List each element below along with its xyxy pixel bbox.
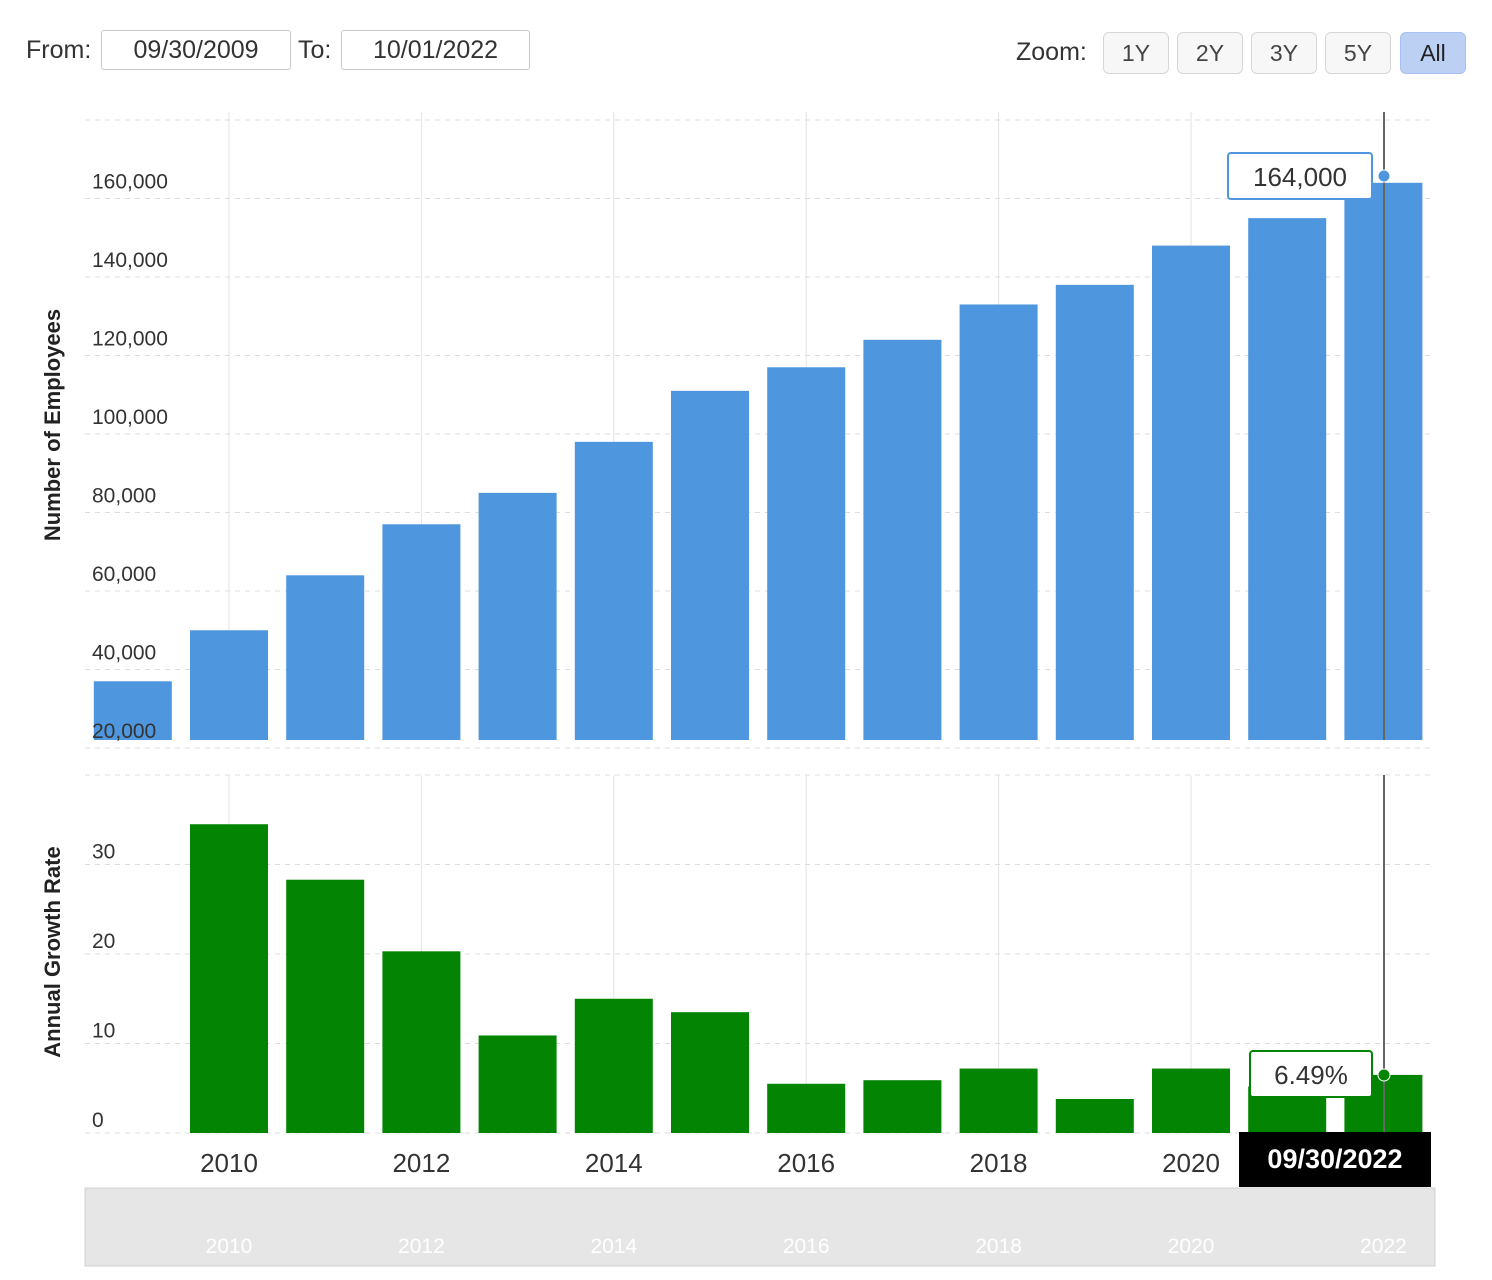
- growth-bar[interactable]: [190, 824, 268, 1133]
- employees-y-tick-label: 80,000: [92, 485, 156, 508]
- growth-marker: [1377, 1068, 1391, 1082]
- employees-y-ticks: 20,000 40,000 60,000 80,000 100,000 120,000 14…: [92, 171, 168, 744]
- navigator-track[interactable]: [84, 1187, 1436, 1267]
- employees-bar[interactable]: [671, 390, 749, 740]
- from-label: From:: [26, 36, 92, 64]
- x-axis-ticks: 2010 2012 2014 2016 2018 2020: [200, 1148, 1220, 1178]
- employees-bar[interactable]: [1152, 245, 1230, 740]
- to-date-input[interactable]: [341, 30, 530, 70]
- employees-bar[interactable]: [478, 492, 557, 740]
- x-tick-label: 2016: [777, 1148, 835, 1178]
- navigator-year-label: 2020: [1168, 1235, 1215, 1258]
- navigator-year-label: 2010: [206, 1235, 253, 1258]
- employees-bar[interactable]: [959, 304, 1038, 740]
- growth-tooltip: 6.49%: [1249, 1050, 1391, 1098]
- employees-y-tick-label: 100,000: [92, 406, 168, 429]
- zoom-label: Zoom:: [1016, 38, 1087, 66]
- employees-y-tick-label: 160,000: [92, 171, 168, 194]
- navigator-year-label: 2014: [590, 1235, 637, 1258]
- growth-y-axis-label: Annual Growth Rate: [40, 846, 65, 1057]
- from-date-input[interactable]: [101, 30, 291, 70]
- growth-y-tick-label: 30: [92, 841, 115, 864]
- navigator-labels: 2010 2012 2014 2016 2018 2020 2022: [206, 1235, 1407, 1258]
- x-tick-label: 2010: [200, 1148, 258, 1178]
- to-label: To:: [298, 36, 332, 64]
- employees-y-tick-label: 40,000: [92, 642, 156, 665]
- growth-bar[interactable]: [767, 1083, 846, 1133]
- zoom-3y-button[interactable]: 3Y: [1251, 32, 1317, 74]
- date-tooltip: 09/30/2022: [1239, 1132, 1431, 1187]
- growth-bar[interactable]: [671, 1012, 749, 1133]
- growth-y-tick-label: 0: [92, 1109, 104, 1132]
- zoom-all-button[interactable]: All: [1400, 32, 1466, 74]
- growth-chart: 0 10 20 30 Annual Growth Rate: [40, 774, 1430, 1134]
- growth-y-ticks: 0 10 20 30: [92, 841, 115, 1133]
- employees-y-tick-label: 140,000: [92, 249, 168, 272]
- employees-bar[interactable]: [93, 681, 172, 740]
- growth-bar[interactable]: [1152, 1068, 1230, 1133]
- employees-y-tick-label: 20,000: [92, 720, 156, 743]
- navigator[interactable]: 2010 2012 2014 2016 2018 2020 2022: [84, 1187, 1436, 1267]
- growth-bar[interactable]: [286, 879, 365, 1133]
- employees-y-axis-label: Number of Employees: [40, 309, 65, 541]
- growth-bar[interactable]: [1055, 1098, 1134, 1133]
- employees-y-tick-label: 120,000: [92, 328, 168, 351]
- navigator-year-label: 2018: [975, 1235, 1022, 1258]
- employees-bar[interactable]: [190, 630, 268, 740]
- employees-tooltip: 164,000: [1227, 152, 1391, 200]
- zoom-5y-button[interactable]: 5Y: [1325, 32, 1391, 74]
- zoom-2y-button[interactable]: 2Y: [1177, 32, 1243, 74]
- growth-bar[interactable]: [478, 1035, 557, 1133]
- employees-y-tick-label: 60,000: [92, 563, 156, 586]
- employees-bar[interactable]: [286, 575, 365, 740]
- growth-bar[interactable]: [863, 1080, 942, 1133]
- zoom-1y-button[interactable]: 1Y: [1103, 32, 1169, 74]
- x-tick-label: 2018: [970, 1148, 1028, 1178]
- employees-chart: 20,000 40,000 60,000 80,000 100,000 120,000 14…: [40, 119, 1430, 749]
- employees-bar[interactable]: [382, 524, 461, 740]
- navigator-year-label: 2012: [398, 1235, 445, 1258]
- growth-tooltip-value: 6.49%: [1274, 1060, 1348, 1090]
- growth-bar[interactable]: [574, 998, 653, 1133]
- growth-y-tick-label: 20: [92, 930, 115, 953]
- employees-tooltip-value: 164,000: [1253, 162, 1347, 192]
- x-tick-label: 2012: [392, 1148, 450, 1178]
- employees-bar[interactable]: [863, 339, 942, 740]
- employees-bar[interactable]: [767, 367, 846, 740]
- employees-bar[interactable]: [1248, 218, 1327, 740]
- growth-bars[interactable]: [190, 824, 1423, 1133]
- employees-bar[interactable]: [1055, 284, 1134, 740]
- growth-bar[interactable]: [959, 1068, 1038, 1133]
- growth-bar[interactable]: [382, 951, 461, 1133]
- date-tooltip-value: 09/30/2022: [1267, 1144, 1402, 1174]
- x-tick-label: 2020: [1162, 1148, 1220, 1178]
- x-tick-label: 2014: [585, 1148, 643, 1178]
- employees-marker: [1377, 169, 1391, 183]
- navigator-year-label: 2022: [1360, 1235, 1407, 1258]
- toolbar: From: To: Zoom: 1Y 2Y 3Y 5Y All: [0, 0, 1492, 100]
- employees-bars[interactable]: [93, 182, 1423, 741]
- growth-y-tick-label: 10: [92, 1020, 115, 1043]
- navigator-year-label: 2016: [783, 1235, 830, 1258]
- employees-bar[interactable]: [574, 441, 653, 740]
